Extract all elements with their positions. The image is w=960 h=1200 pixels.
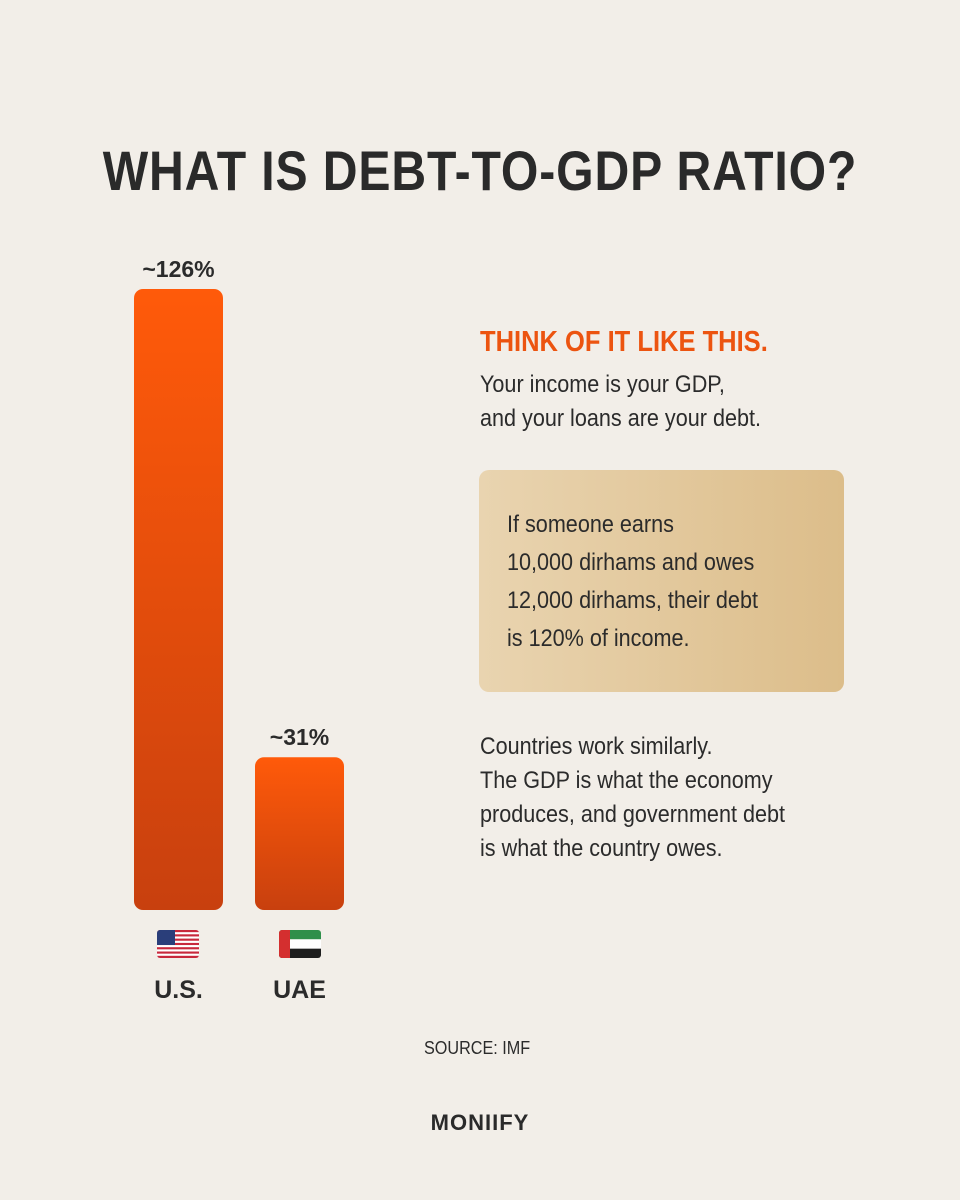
example-callout-box: If someone earns 10,000 dirhams and owes… [479, 470, 844, 692]
bar-value-label: ~31% [270, 724, 329, 750]
outro-line: Countries work similarly. [480, 733, 713, 760]
category-label: UAE [273, 976, 326, 1004]
bar-us [134, 289, 223, 910]
explainer-intro: Your income is your GDP, and your loans … [480, 368, 761, 436]
example-line: 10,000 dirhams and owes [507, 549, 755, 576]
outro-line: produces, and government debt [480, 801, 786, 828]
debt-to-gdp-bar-chart: ~126% U.S. ~31% UAE [134, 256, 344, 1004]
outro-line: The GDP is what the economy [480, 767, 773, 794]
category-label: U.S. [154, 976, 203, 1004]
uae-flag-icon [279, 930, 321, 958]
outro-line: is what the country owes. [480, 835, 723, 862]
example-line: If someone earns [507, 511, 674, 538]
us-flag-icon [157, 930, 199, 958]
example-line: 12,000 dirhams, their debt [507, 587, 758, 614]
intro-line: and your loans are your debt. [480, 405, 761, 432]
example-text: If someone earns 10,000 dirhams and owes… [507, 506, 758, 658]
brand-logo: MONIIFY [430, 1110, 530, 1135]
intro-line: Your income is your GDP, [480, 371, 725, 398]
explainer-outro: Countries work similarly. The GDP is wha… [480, 730, 785, 866]
bar-value-label: ~126% [142, 256, 214, 282]
example-line: is 120% of income. [507, 625, 690, 652]
source-note: SOURCE: IMF [424, 1038, 531, 1058]
explainer-heading: THINK OF IT LIKE THIS. [480, 326, 768, 358]
page-title: WHAT IS DEBT-TO-GDP RATIO? [102, 139, 858, 202]
bar-uae [255, 757, 344, 910]
